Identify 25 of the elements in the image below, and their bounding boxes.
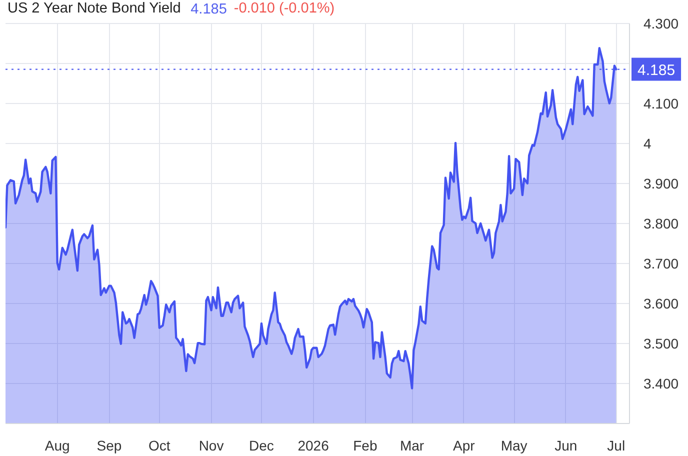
x-tick-label: Oct [148, 438, 170, 454]
x-tick-label: Jul [607, 438, 626, 454]
x-tick-label: Mar [400, 438, 424, 454]
x-tick-label: 2026 [298, 438, 330, 454]
text: -0.010 (-0.01%) [234, 0, 335, 16]
ref-line-label: 4.185 [638, 62, 676, 79]
x-tick-label: Aug [44, 438, 70, 454]
chart-title: US 2 Year Note Bond Yield [8, 0, 181, 16]
y-tick-label: 3.700 [644, 255, 679, 272]
y-tick-label: 4.100 [644, 95, 679, 112]
x-tick-label: Apr [452, 438, 476, 454]
x-tick-label: May [500, 438, 528, 454]
x-tick-label: Dec [249, 438, 274, 454]
y-tick-label: 4.300 [644, 15, 679, 32]
y-tick-label: 3.900 [644, 175, 679, 192]
y-tick-label: 3.500 [644, 335, 679, 352]
y-tick-label: 3.800 [644, 215, 679, 232]
y-tick-label: 3.600 [644, 295, 679, 312]
x-tick-label: Nov [198, 438, 224, 454]
text: 4.185 [190, 2, 227, 18]
y-tick-label: 4 [644, 135, 652, 152]
y-tick-label: 3.400 [644, 375, 679, 392]
x-tick-label: Jun [554, 438, 578, 454]
x-tick-label: Feb [353, 438, 378, 454]
x-tick-label: Sep [96, 438, 122, 454]
